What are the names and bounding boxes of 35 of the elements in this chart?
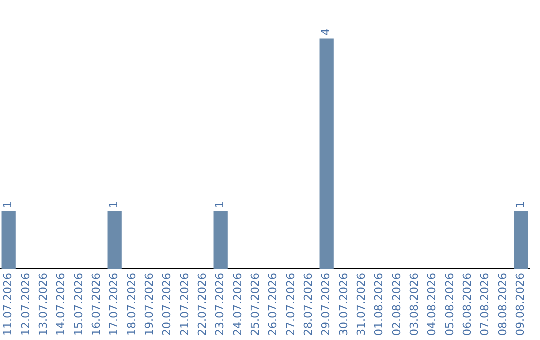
x-tick-label: 16.07.2026 — [90, 273, 104, 336]
x-tick-label: 19.07.2026 — [143, 273, 156, 336]
x-tick-label: 14.07.2026 — [54, 273, 68, 336]
x-tick-label: 31.07.2026 — [355, 273, 368, 336]
x-tick-label: 25.07.2026 — [249, 273, 262, 336]
x-tick-label: 18.07.2026 — [125, 273, 138, 336]
x-tick-label: 24.07.2026 — [231, 273, 244, 336]
x-tick-label: 01.08.2026 — [372, 273, 386, 336]
x-tick-label: 11.07.2026 — [2, 273, 15, 336]
x-tick-label: 06.08.2026 — [461, 273, 474, 336]
x-tick-label: 26.07.2026 — [266, 273, 280, 336]
x-tick-label: 02.08.2026 — [390, 273, 404, 336]
data-label: 1 — [214, 201, 227, 208]
data-label: 4 — [320, 28, 333, 36]
x-tick-label: 17.07.2026 — [108, 273, 121, 336]
x-tick-label: 07.08.2026 — [478, 273, 492, 336]
x-tick-label: 27.07.2026 — [284, 273, 298, 336]
x-tick-label: 04.08.2026 — [426, 273, 439, 336]
data-label: 1 — [2, 201, 15, 208]
data-label: 1 — [514, 201, 528, 208]
x-tick-label: 09.08.2026 — [514, 273, 528, 336]
x-tick-label: 30.07.2026 — [337, 273, 350, 336]
x-tick-label: 22.07.2026 — [196, 273, 210, 336]
x-tick-label: 03.08.2026 — [408, 273, 422, 336]
x-tick-label: 29.07.2026 — [320, 273, 333, 336]
x-tick-label: 21.07.2026 — [178, 273, 192, 336]
x-tick-label: 20.07.2026 — [160, 273, 174, 336]
x-tick-label: 05.08.2026 — [443, 273, 456, 336]
x-tick-label: 08.08.2026 — [496, 273, 510, 336]
x-tick-label: 13.07.2026 — [37, 273, 50, 336]
x-tick-label: 23.07.2026 — [214, 273, 227, 336]
x-tick-label: 12.07.2026 — [19, 273, 32, 336]
x-tick-label: 28.07.2026 — [302, 273, 316, 336]
data-label: 1 — [108, 201, 121, 208]
x-tick-label: 15.07.2026 — [72, 273, 86, 336]
